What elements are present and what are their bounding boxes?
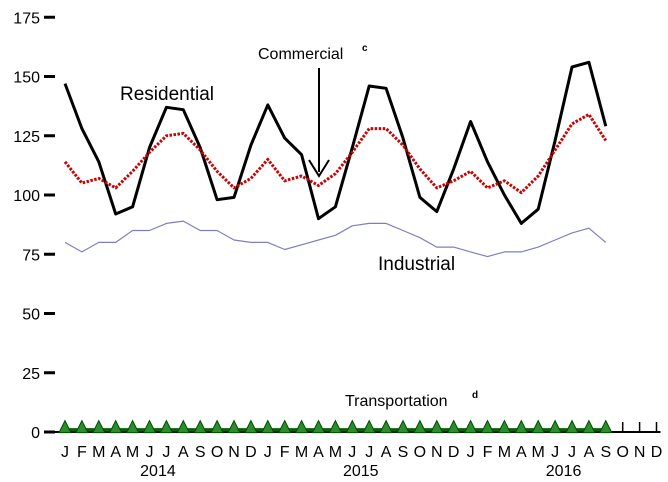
transportation-point-2 <box>91 419 106 434</box>
transportation-point-0 <box>58 419 72 434</box>
x-tick-label-3: A <box>110 444 121 461</box>
transportation-point-29 <box>548 419 562 434</box>
y-tick-label-0: 0 <box>31 425 40 442</box>
transportation-point-21 <box>413 419 427 434</box>
x-year-label-2016: 2016 <box>546 463 582 480</box>
x-tick-label-6: J <box>162 444 170 461</box>
transportation-point-24 <box>463 419 478 434</box>
y-tick-label-50: 50 <box>22 307 40 324</box>
industrial-series-line <box>64 220 607 258</box>
x-tick-label-0: J <box>61 444 69 461</box>
y-tick-label-100: 100 <box>13 188 40 205</box>
x-tick-label-9: O <box>211 444 223 461</box>
transportation-point-23 <box>446 419 461 434</box>
x-tick-label-33: O <box>616 444 628 461</box>
industrial-label: Industrial <box>378 254 455 275</box>
transportation-point-12 <box>260 419 275 434</box>
transportation-point-9 <box>210 419 224 434</box>
transportation-point-13 <box>277 419 292 434</box>
x-tick-label-35: D <box>651 444 663 461</box>
transportation-point-32 <box>598 419 613 434</box>
transportation-point-19 <box>379 419 393 434</box>
x-year-label-2014: 2014 <box>140 463 176 480</box>
transportation-point-16 <box>328 419 343 434</box>
x-year-label-2015: 2015 <box>343 463 379 480</box>
x-tick-label-2: M <box>92 444 105 461</box>
x-tick-label-23: D <box>448 444 460 461</box>
transportation-point-15 <box>311 419 326 434</box>
transportation-point-14 <box>294 419 309 434</box>
transportation-point-1 <box>75 419 89 434</box>
transportation-point-25 <box>480 419 495 434</box>
x-tick-label-24: J <box>467 444 475 461</box>
transportation-point-17 <box>345 419 360 434</box>
transportation-point-4 <box>125 419 140 434</box>
residential-label: Residential <box>120 84 214 105</box>
x-tick-label-32: S <box>600 444 611 461</box>
transportation-point-31 <box>582 419 596 434</box>
commercial-series-line <box>63 112 608 195</box>
transportation-point-3 <box>108 419 123 434</box>
commercial-arrowhead <box>308 159 330 178</box>
x-tick-label-13: F <box>280 444 290 461</box>
transportation-point-7 <box>176 419 191 434</box>
x-tick-label-31: A <box>584 444 595 461</box>
x-tick-label-1: F <box>77 444 87 461</box>
transportation-label: Transportation <box>345 393 448 410</box>
x-tick-label-25: F <box>483 444 493 461</box>
transportation-point-26 <box>497 419 512 434</box>
x-tick-label-12: J <box>264 444 272 461</box>
x-tick-label-30: J <box>568 444 576 461</box>
x-tick-label-5: J <box>146 444 154 461</box>
x-tick-label-16: M <box>329 444 342 461</box>
transportation-footnote-mark: d <box>472 390 478 401</box>
x-tick-label-29: J <box>551 444 559 461</box>
x-tick-label-26: M <box>498 444 511 461</box>
transportation-point-8 <box>193 419 208 434</box>
transportation-point-30 <box>565 419 579 434</box>
y-tick-label-175: 175 <box>13 10 40 27</box>
transportation-point-10 <box>227 419 241 434</box>
transportation-point-18 <box>362 419 377 434</box>
series-annotations: Residential Commercial c Industrial Tran… <box>120 43 478 410</box>
x-tick-label-7: A <box>178 444 189 461</box>
y-tick-label-25: 25 <box>22 366 40 383</box>
x-tick-label-20: S <box>398 444 409 461</box>
commercial-label: Commercial <box>258 46 343 63</box>
commercial-footnote-mark: c <box>362 43 368 54</box>
x-tick-label-17: J <box>348 444 356 461</box>
x-tick-label-8: S <box>195 444 206 461</box>
x-tick-label-14: M <box>295 444 308 461</box>
transportation-point-5 <box>142 419 157 434</box>
transportation-point-22 <box>429 419 444 434</box>
x-tick-label-27: A <box>516 444 527 461</box>
transportation-point-28 <box>531 419 546 434</box>
transportation-point-6 <box>159 419 174 434</box>
x-tick-label-4: M <box>126 444 139 461</box>
x-tick-label-11: D <box>245 444 257 461</box>
transportation-point-11 <box>244 419 258 434</box>
x-tick-label-22: N <box>431 444 443 461</box>
y-tick-label-150: 150 <box>13 70 40 87</box>
transportation-point-20 <box>396 419 410 434</box>
x-tick-label-10: N <box>228 444 240 461</box>
x-tick-label-21: O <box>414 444 426 461</box>
x-tick-label-19: A <box>381 444 392 461</box>
residential-series-line <box>63 60 608 225</box>
x-tick-label-28: M <box>532 444 545 461</box>
y-tick-label-125: 125 <box>13 129 40 146</box>
x-tick-label-15: A <box>313 444 324 461</box>
series-lines <box>58 60 613 434</box>
x-tick-label-34: N <box>634 444 646 461</box>
y-tick-label-75: 75 <box>22 247 40 264</box>
x-tick-label-18: J <box>365 444 373 461</box>
transportation-point-27 <box>514 419 529 434</box>
